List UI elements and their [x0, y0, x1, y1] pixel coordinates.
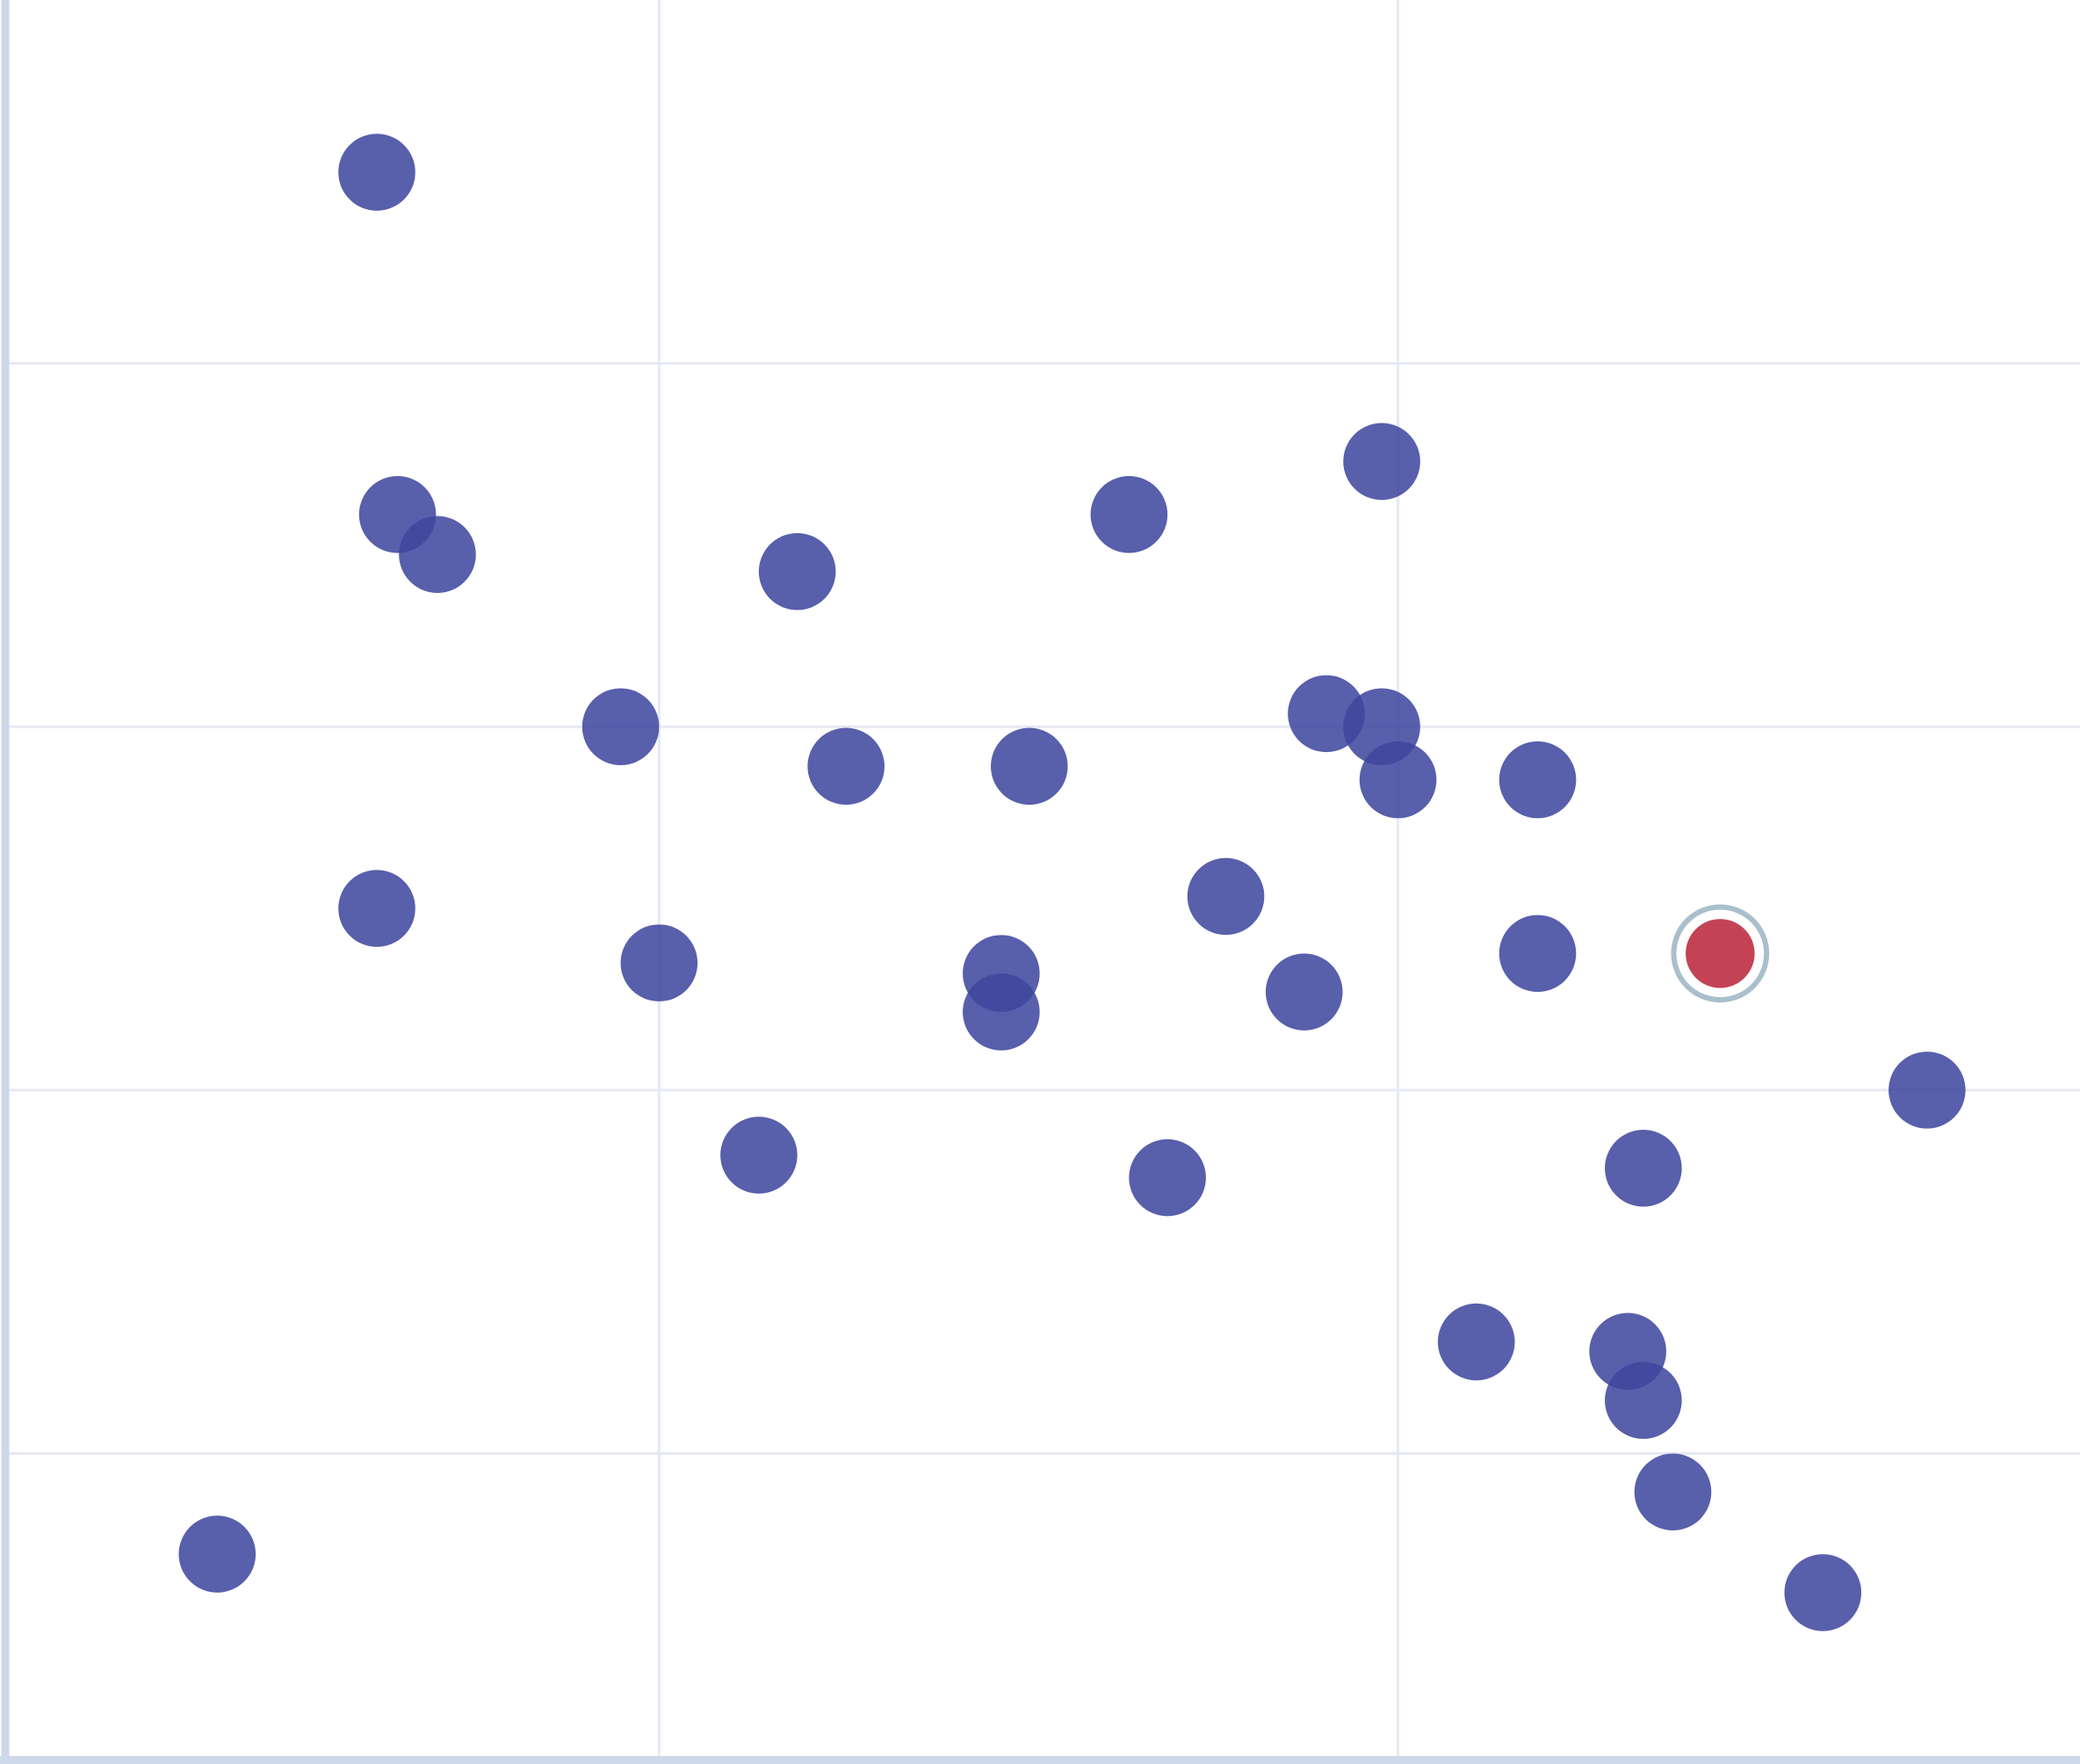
- data-point[interactable]: [1499, 915, 1577, 993]
- data-point[interactable]: [720, 1117, 798, 1194]
- data-point[interactable]: [963, 973, 1040, 1051]
- data-point[interactable]: [758, 532, 836, 611]
- highlighted-data-point[interactable]: [1686, 919, 1755, 988]
- data-point[interactable]: [1784, 1554, 1862, 1631]
- data-point[interactable]: [1605, 1362, 1682, 1439]
- data-point[interactable]: [338, 870, 415, 947]
- data-points: [178, 134, 1966, 1631]
- data-point[interactable]: [1605, 1130, 1682, 1207]
- data-point[interactable]: [620, 924, 698, 1001]
- data-point[interactable]: [990, 727, 1068, 806]
- data-point[interactable]: [1343, 423, 1420, 501]
- data-point[interactable]: [1499, 741, 1577, 819]
- data-point[interactable]: [1889, 1052, 1966, 1129]
- data-point[interactable]: [1187, 857, 1265, 936]
- data-point[interactable]: [178, 1515, 256, 1593]
- data-point[interactable]: [807, 727, 885, 806]
- data-point[interactable]: [399, 516, 476, 593]
- data-point[interactable]: [581, 688, 660, 766]
- data-point[interactable]: [1129, 1139, 1206, 1217]
- data-point[interactable]: [1265, 953, 1343, 1030]
- data-point[interactable]: [338, 134, 415, 211]
- data-point[interactable]: [1437, 1303, 1515, 1381]
- data-point[interactable]: [1090, 475, 1168, 553]
- data-point[interactable]: [1634, 1453, 1712, 1531]
- data-point[interactable]: [1359, 741, 1437, 819]
- gridlines: [6, 0, 2080, 1759]
